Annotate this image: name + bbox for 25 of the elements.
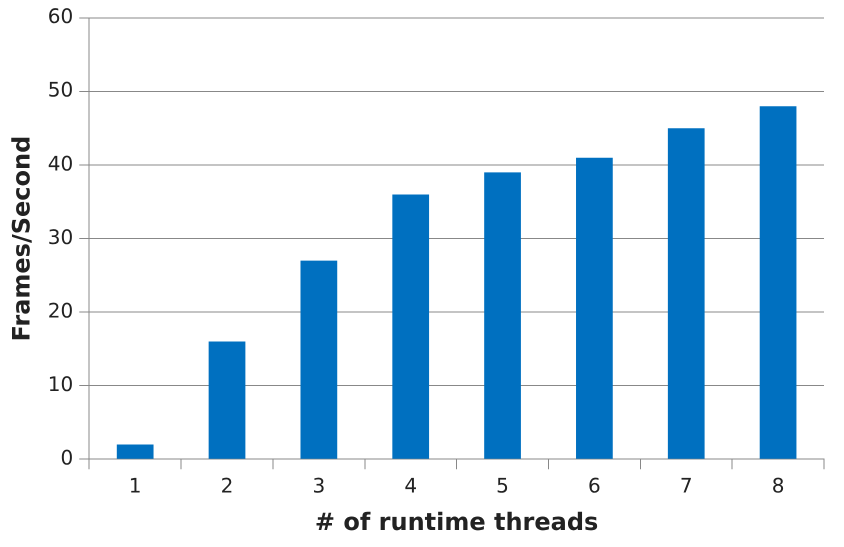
x-tick-label: 3	[312, 473, 326, 498]
y-tick-label: 50	[48, 78, 74, 102]
x-tick-label: 5	[496, 473, 509, 498]
bar	[668, 128, 705, 459]
bar	[760, 106, 796, 459]
y-axis-title: Frames/Second	[8, 136, 36, 342]
y-tick-label: 20	[48, 298, 74, 322]
y-tick-label: 0	[60, 445, 74, 470]
y-tick-label: 30	[48, 224, 74, 249]
bar	[576, 158, 613, 459]
y-tick-label: 40	[48, 151, 74, 176]
x-tick-label: 6	[588, 473, 601, 498]
y-tick-label: 10	[48, 372, 74, 396]
x-tick-label: 4	[404, 473, 418, 498]
bar	[392, 194, 430, 459]
x-tick-label: 8	[772, 473, 784, 498]
x-tick-label: 1	[128, 473, 142, 498]
bar	[208, 342, 246, 459]
bar	[116, 444, 154, 459]
x-tick-label: 7	[680, 473, 693, 498]
x-tick-label: 2	[220, 473, 234, 498]
y-tick-label: 60	[48, 4, 74, 28]
x-axis-title: # of runtime threads	[314, 508, 598, 536]
bar	[484, 172, 521, 459]
bar	[300, 260, 338, 459]
